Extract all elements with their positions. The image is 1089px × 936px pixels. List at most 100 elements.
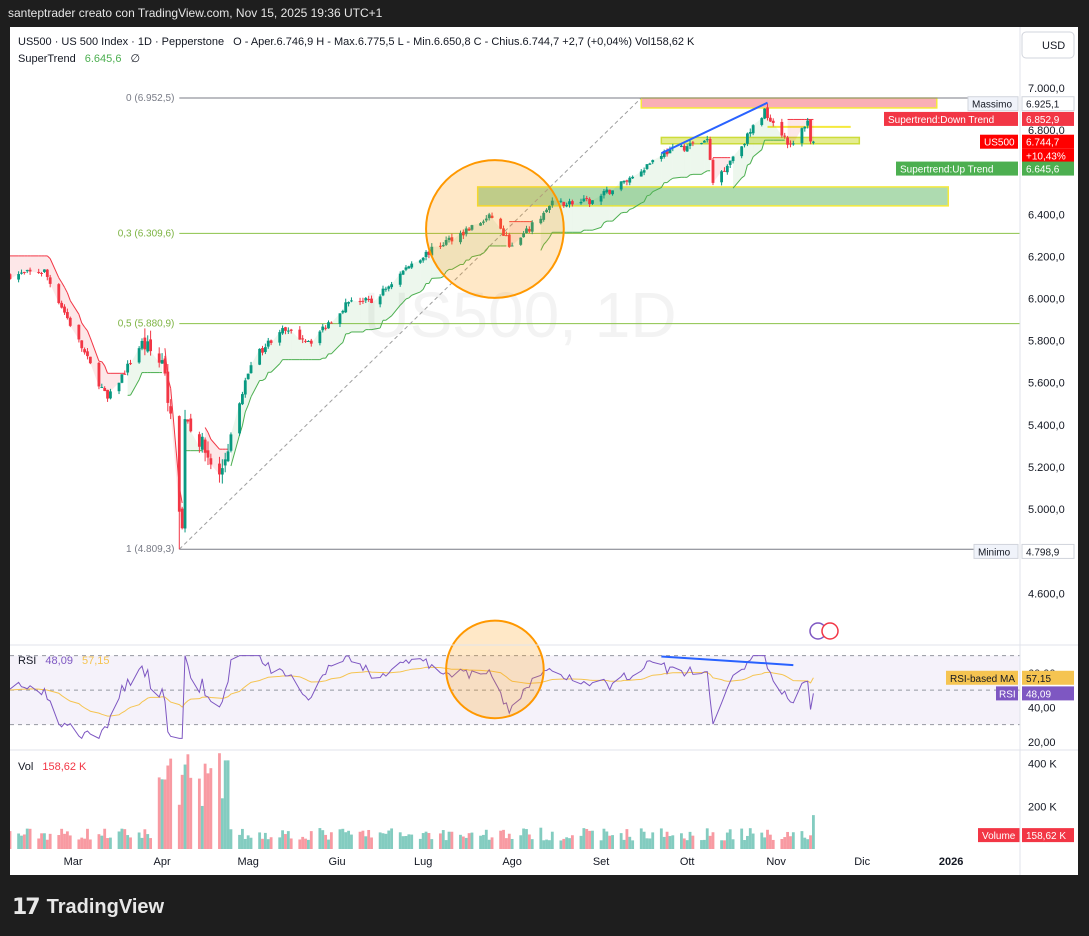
supertrend-fill <box>489 214 493 246</box>
price-axis: 7.000,0 6.800,0 6.400,0 6.200,0 6.000,0 5.800… <box>1028 83 1065 813</box>
volume-bar <box>588 830 592 849</box>
chart-svg[interactable]: US500, 1D 0 (6.952,5) 0,3 (6.309,6) 0,5 (5… <box>8 27 1078 875</box>
candle-body <box>370 298 373 303</box>
supertrend-segment <box>643 195 648 202</box>
volume-bar <box>301 836 305 849</box>
supertrend-fill <box>523 221 527 234</box>
legend-symbol[interactable]: US500 · US 500 Index · 1D · Pepperstone … <box>18 36 695 48</box>
candle-body <box>97 362 101 387</box>
tradingview-footer[interactable]: 17 TradingView <box>12 893 164 921</box>
candle-body <box>358 301 362 303</box>
volume-bar <box>97 834 101 849</box>
volume-bar <box>241 828 244 849</box>
supertrend-fill <box>687 143 691 178</box>
supertrend-segment <box>411 291 421 296</box>
supertrend-segment <box>385 317 390 321</box>
supertrend-fill <box>210 439 220 475</box>
candle-body <box>341 310 345 313</box>
rsi-legend[interactable]: RSI 48,09 57,15 <box>18 655 110 667</box>
volume-bar <box>751 833 755 849</box>
price-tags: Massimo 6.925,1 Supertrend:Down Trend 6.852… <box>884 96 1075 843</box>
candle-body <box>22 272 26 274</box>
supertrend-fill <box>609 190 613 222</box>
supertrend-fill <box>371 296 381 330</box>
resistance-zone[interactable] <box>640 97 938 109</box>
supertrend-fill <box>38 255 42 273</box>
supertrend-fill <box>451 232 461 270</box>
supertrend-fill <box>449 237 452 270</box>
supertrend-segment <box>402 298 407 303</box>
supertrend-segment <box>603 220 608 224</box>
supertrend-segment <box>689 173 693 176</box>
supertrend-fill <box>368 299 372 330</box>
supertrend-fill <box>305 340 309 360</box>
currency-button[interactable]: USD <box>1042 40 1065 52</box>
rsi-divergence-line[interactable] <box>661 655 794 667</box>
volume-bar <box>504 838 508 849</box>
supertrend-segment <box>543 241 547 245</box>
volume-bar <box>344 832 348 849</box>
volume-legend[interactable]: Vol 158,62 K <box>18 761 87 773</box>
supertrend-fill <box>187 421 191 451</box>
candle-body <box>223 459 227 466</box>
candle-body <box>611 190 614 195</box>
candle-body <box>421 257 425 261</box>
candle-body <box>800 128 804 144</box>
supertrend-fill <box>750 125 754 164</box>
candle-body <box>490 215 494 218</box>
volume-bar <box>338 829 342 849</box>
volume-bar <box>430 839 434 849</box>
candle-body <box>361 300 365 302</box>
supertrend-segment <box>262 378 266 381</box>
candle-body <box>126 363 130 373</box>
volume-bar <box>608 835 612 849</box>
volume-bar <box>60 828 64 849</box>
candle-body <box>20 272 23 274</box>
candle-body <box>688 143 692 146</box>
month-label: Set <box>593 856 610 868</box>
candle-body <box>720 171 723 183</box>
highlight-circle[interactable] <box>425 159 565 299</box>
supertrend-segment <box>46 255 51 259</box>
candle-body <box>631 176 635 179</box>
volume-bar <box>361 830 365 849</box>
price-tick-label: 5.200,0 <box>1028 462 1065 474</box>
volume-bar <box>350 834 353 849</box>
volume-bar <box>286 831 290 849</box>
volume-bar <box>370 837 373 849</box>
supertrend-fill <box>500 228 504 246</box>
candle-body <box>387 286 391 289</box>
volume-bar <box>43 833 46 849</box>
volume-bar <box>123 829 127 849</box>
volume-bar <box>611 835 614 849</box>
trendline[interactable] <box>660 101 768 155</box>
rsi-line[interactable] <box>9 655 814 740</box>
annotation-layer <box>425 101 768 299</box>
supertrend-fill <box>285 330 289 360</box>
volume-bar <box>57 835 61 849</box>
support-zone[interactable] <box>476 186 950 207</box>
candle-body <box>668 148 672 154</box>
month-label: Mag <box>237 856 258 868</box>
volume-bar <box>427 833 431 849</box>
volume-bar <box>129 837 132 849</box>
supertrend-segment <box>391 304 401 317</box>
rsi-ma-line[interactable] <box>9 666 814 717</box>
volume-bar <box>298 839 302 849</box>
volume-pane <box>8 753 815 849</box>
volume-bar <box>367 829 371 849</box>
volume-bar <box>17 833 21 849</box>
rsi-highlight-circle[interactable] <box>445 619 545 720</box>
volume-bar <box>149 838 153 849</box>
fib-diagonal-line[interactable] <box>178 97 642 550</box>
volume-bar <box>126 835 130 849</box>
currency-button-box[interactable] <box>1021 31 1075 59</box>
supertrend-segment <box>428 278 433 284</box>
event-us-flag-icon[interactable] <box>821 622 839 640</box>
volume-bar <box>218 753 221 849</box>
candle-body <box>200 436 204 450</box>
mid-zone[interactable] <box>660 136 861 145</box>
volume-bar <box>800 831 804 849</box>
legend-supertrend[interactable]: SuperTrend 6.645,6 ∅ <box>18 53 140 65</box>
supertrend-fill <box>586 198 590 231</box>
